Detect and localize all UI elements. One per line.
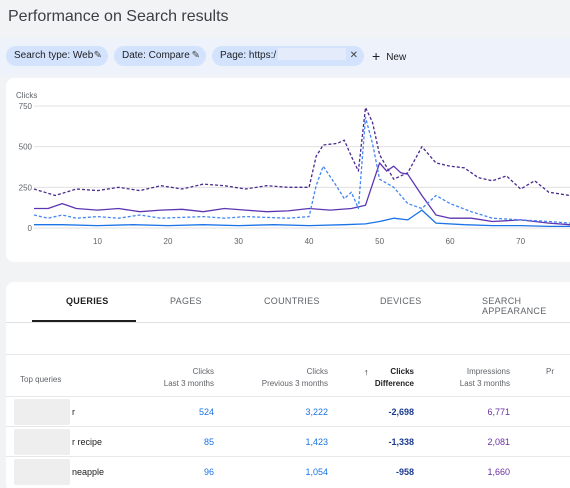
active-tab-indicator <box>32 320 136 322</box>
tab-devices[interactable]: DEVICES <box>380 296 422 306</box>
x-tick-label: 40 <box>305 237 314 246</box>
close-icon[interactable]: ✕ <box>349 50 358 61</box>
column-header-line1: Clicks <box>306 367 328 376</box>
x-tick-label: 70 <box>516 237 525 246</box>
impressions-last-value: 6,771 <box>487 407 510 417</box>
clicks-last-value: 524 <box>198 407 214 417</box>
clicks-last-value: 85 <box>203 437 214 447</box>
column-header-clicks-previous[interactable]: Clicks Previous 3 months <box>246 366 328 390</box>
queries-table-card: QUERIES PAGES COUNTRIES DEVICES SEARCH A… <box>6 282 570 488</box>
pencil-icon: ✎ <box>191 50 200 61</box>
filter-chip-label: Search type: Web <box>14 50 94 61</box>
series-line-impressions-current <box>34 162 570 226</box>
column-header-line1: ↑ Clicks <box>364 367 414 377</box>
filter-chip-date[interactable]: Date: Compare ✎ <box>114 46 206 66</box>
impressions-last-value: 1,660 <box>487 467 510 477</box>
x-tick-label: 50 <box>375 237 384 246</box>
x-tick-label: 60 <box>446 237 455 246</box>
new-filter-label: New <box>386 52 407 63</box>
tab-queries[interactable]: QUERIES <box>66 296 109 306</box>
column-header-line2: Last 3 months <box>163 379 214 388</box>
redacted-query <box>14 459 70 485</box>
filter-chip-label: Page: https:/ <box>220 50 277 61</box>
clicks-previous-value: 3,222 <box>305 407 328 417</box>
filter-chip-search-type[interactable]: Search type: Web ✎ <box>6 46 108 66</box>
new-filter-button[interactable]: + New <box>372 46 406 68</box>
column-header-line2: Last 3 months <box>459 379 510 388</box>
column-header-line1: Impressions <box>466 367 510 376</box>
tab-countries[interactable]: COUNTRIES <box>264 296 320 306</box>
column-header-top-queries[interactable]: Top queries <box>20 375 62 384</box>
column-header-clicks-last[interactable]: Clicks Last 3 months <box>146 366 214 390</box>
plus-icon: + <box>372 48 381 64</box>
column-header-line2: Difference <box>374 379 414 388</box>
impressions-last-value: 2,081 <box>487 437 510 447</box>
clicks-previous-value: 1,423 <box>305 437 328 447</box>
column-header-line2: Previous 3 months <box>261 379 328 388</box>
query-text: r <box>72 407 75 417</box>
series-line-impressions-previous <box>33 106 570 197</box>
y-axis-label: Clicks <box>16 91 37 100</box>
table-row[interactable]: neapple 96 1,054 -958 1,660 <box>6 456 570 486</box>
tab-divider <box>6 322 570 323</box>
y-tick-label: 500 <box>19 143 33 152</box>
column-header-clicks-difference[interactable]: ↑ Clicks Difference <box>346 366 414 390</box>
y-tick-label: 250 <box>19 183 33 192</box>
query-text: neapple <box>72 467 105 477</box>
table-row[interactable]: r recipe 85 1,423 -1,338 2,081 <box>6 426 570 456</box>
x-tick-label: 20 <box>164 237 173 246</box>
tab-pages[interactable]: PAGES <box>170 296 202 306</box>
redacted-url <box>278 48 347 60</box>
table-row[interactable]: r 524 3,222 -2,698 6,771 <box>6 396 570 426</box>
filter-chip-page[interactable]: Page: https:/ ✕ <box>212 46 364 66</box>
x-tick-label: 30 <box>234 237 243 246</box>
clicks-last-value: 96 <box>203 467 214 477</box>
filter-chip-label: Date: Compare <box>122 50 190 61</box>
y-tick-label: 0 <box>28 224 33 233</box>
filter-bar: Search type: Web ✎ Date: Compare ✎ Page:… <box>0 38 570 76</box>
pencil-icon: ✎ <box>93 50 102 61</box>
page-title: Performance on Search results <box>8 8 229 25</box>
series-line-clicks-previous <box>33 116 570 224</box>
column-header-partial[interactable]: Pr <box>546 366 570 378</box>
redacted-query <box>14 399 70 425</box>
column-header-impressions-last[interactable]: Impressions Last 3 months <box>442 366 510 390</box>
clicks-difference-value: -2,698 <box>388 407 414 417</box>
clicks-difference-value: -958 <box>395 467 414 477</box>
performance-chart-card: Clicks 750 500 250 0 10 20 30 40 50 60 70 <box>6 78 570 262</box>
series-line-clicks-current <box>34 209 570 228</box>
column-header-line2: Pr <box>546 367 554 376</box>
tab-search-appearance[interactable]: SEARCH APPEARANCE <box>482 296 547 316</box>
clicks-previous-value: 1,054 <box>305 467 328 477</box>
clicks-difference-value: -1,338 <box>388 437 414 447</box>
x-tick-label: 10 <box>93 237 102 246</box>
query-text: r recipe <box>72 437 103 447</box>
sort-arrow-up-icon: ↑ <box>364 367 369 377</box>
redacted-query <box>14 429 70 455</box>
column-header-line1: Clicks <box>192 367 214 376</box>
y-tick-label: 750 <box>19 102 33 111</box>
performance-chart: Clicks 750 500 250 0 10 20 30 40 50 60 70 <box>16 91 570 246</box>
header-divider <box>6 354 570 355</box>
